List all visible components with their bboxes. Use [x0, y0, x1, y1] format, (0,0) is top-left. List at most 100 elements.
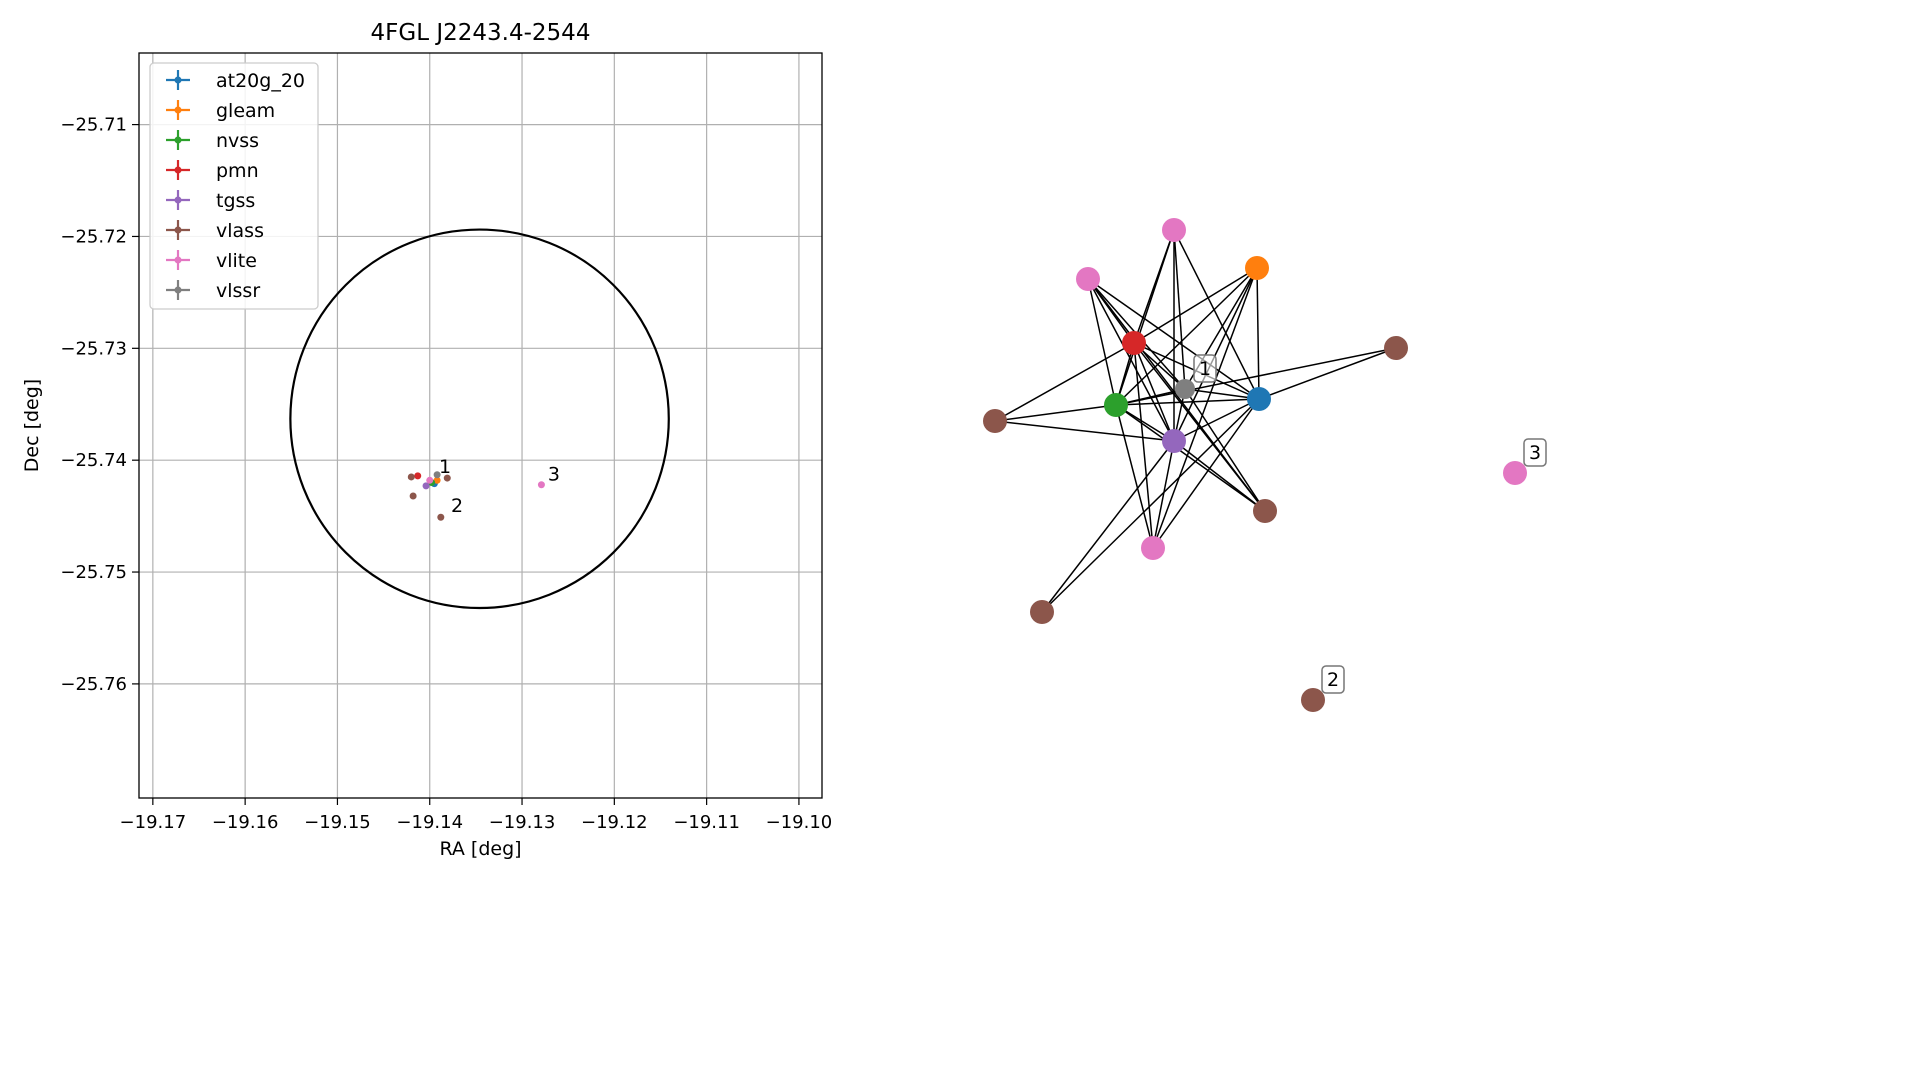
data-points [407, 471, 545, 521]
graph-edge [1087, 278, 1260, 400]
graph-node-vlass_a [1384, 336, 1408, 360]
graph-label-text: 2 [1327, 669, 1339, 691]
graph-edge [1087, 278, 1266, 512]
y-tick-label: −25.71 [60, 115, 127, 136]
legend-label: vlite [216, 250, 257, 272]
graph-node-at20g1 [1247, 387, 1271, 411]
data-point-vlite [426, 476, 434, 484]
graph-edge [1087, 278, 1175, 442]
graph-edge [1133, 267, 1258, 344]
data-point-gleam [433, 476, 441, 484]
x-tick-label: −19.10 [766, 812, 833, 833]
graph-label-text: 1 [1199, 358, 1211, 380]
graph-edge [1115, 347, 1397, 406]
data-point-pmn [414, 472, 422, 480]
x-tick-label: −19.11 [673, 812, 740, 833]
x-tick-label: −19.16 [212, 812, 279, 833]
y-tick-label: −25.74 [60, 450, 127, 471]
data-point-vlass [443, 474, 451, 482]
graph-edge [1152, 440, 1175, 549]
data-point-vlass [437, 513, 445, 521]
legend-label: vlass [216, 220, 264, 242]
x-tick-label: −19.12 [581, 812, 648, 833]
x-tick-label: −19.15 [304, 812, 371, 833]
data-point-vlssr [433, 471, 441, 479]
data-point-tgss [422, 482, 430, 490]
graph-label-text: 3 [1529, 442, 1541, 464]
y-tick-label: −25.72 [60, 226, 127, 247]
graph-node-vlass_d [1030, 600, 1054, 624]
legend-label: pmn [216, 160, 259, 182]
legend-item-nvss: nvss [166, 130, 259, 152]
graph-edge [1173, 229, 1260, 400]
graph-node-vlite_b [1076, 267, 1100, 291]
graph-edge [1152, 398, 1260, 549]
annotation-label: 1 [439, 456, 451, 478]
y-tick-label: −25.75 [60, 562, 127, 583]
graph-edge [1173, 229, 1186, 390]
graph-edge [1152, 267, 1258, 549]
annotation-label: 2 [451, 495, 463, 517]
legend-item-pmn: pmn [166, 160, 259, 182]
graph-node-tgss1 [1162, 429, 1186, 453]
graph-edge [1115, 398, 1260, 406]
graph-node-nvss1 [1104, 393, 1128, 417]
annotation-label: 3 [548, 464, 560, 486]
graph-label: 3 [1523, 438, 1547, 467]
y-tick-label: −25.76 [60, 674, 127, 695]
legend-label: gleam [216, 100, 275, 122]
graph-edge [1256, 267, 1260, 400]
legend-item-vlass: vlass [166, 220, 264, 242]
legend-item-gleam: gleam [166, 100, 275, 122]
axis-ticks: −19.17 −19.16 −19.15 −19.14 −19.13 −19.12 −19.… [60, 115, 832, 833]
legend-item-tgss: tgss [166, 190, 255, 212]
graph-edge [994, 404, 1117, 422]
graph-edge [1184, 388, 1266, 512]
x-tick-label: −19.17 [120, 812, 187, 833]
legend-label: tgss [216, 190, 255, 212]
graph-node-vlssr1 [1175, 379, 1195, 399]
scatter-panel: 12 3 −19.17 −19.16 −19.15 −19.14 −19.13 −19.12… [21, 20, 832, 860]
graph-edge [994, 420, 1175, 442]
y-tick-label: −25.73 [60, 338, 127, 359]
legend-label: at20g_20 [216, 70, 305, 92]
network-graph: 1 2 3 [983, 218, 1547, 712]
x-axis-label: RA [deg] [439, 838, 521, 860]
graph-node-gleam1 [1245, 256, 1269, 280]
x-tick-label: −19.14 [396, 812, 463, 833]
graph-edge [1041, 398, 1260, 613]
graph-nodes [983, 218, 1527, 712]
graph-edge [1258, 347, 1397, 400]
legend-item-at20g_20: at20g_20 [166, 70, 305, 92]
graph-label: 2 [1321, 665, 1345, 694]
graph-labels: 1 2 3 [1193, 354, 1547, 694]
graph-edge [1173, 267, 1258, 442]
chart-title: 4FGL J2243.4-2544 [371, 20, 591, 46]
point-annotations: 12 3 [439, 456, 560, 517]
data-point-vlass [407, 473, 415, 481]
graph-node-vlite_d [1503, 461, 1527, 485]
data-point-vlass [409, 492, 417, 500]
x-tick-label: −19.13 [489, 812, 556, 833]
graph-edge [1133, 342, 1154, 549]
graph-edge [994, 342, 1135, 422]
graph-node-vlass_b [983, 409, 1007, 433]
y-axis-label: Dec [deg] [21, 379, 43, 472]
graph-node-vlite_c [1141, 536, 1165, 560]
graph-edge [1041, 440, 1175, 613]
graph-node-vlass_c [1253, 499, 1277, 523]
graph-label: 1 [1193, 354, 1217, 383]
graph-edge [1087, 278, 1117, 406]
graph-node-vlass_e [1301, 688, 1325, 712]
graph-edge [1133, 342, 1175, 442]
axes-frame [138, 52, 823, 799]
legend-item-vlite: vlite [166, 250, 257, 272]
legend-label: vlssr [216, 280, 260, 302]
legend-label: nvss [216, 130, 259, 152]
localization-circle [289, 228, 670, 610]
legend-item-vlssr: vlssr [166, 280, 260, 302]
graph-edge [1115, 267, 1258, 406]
